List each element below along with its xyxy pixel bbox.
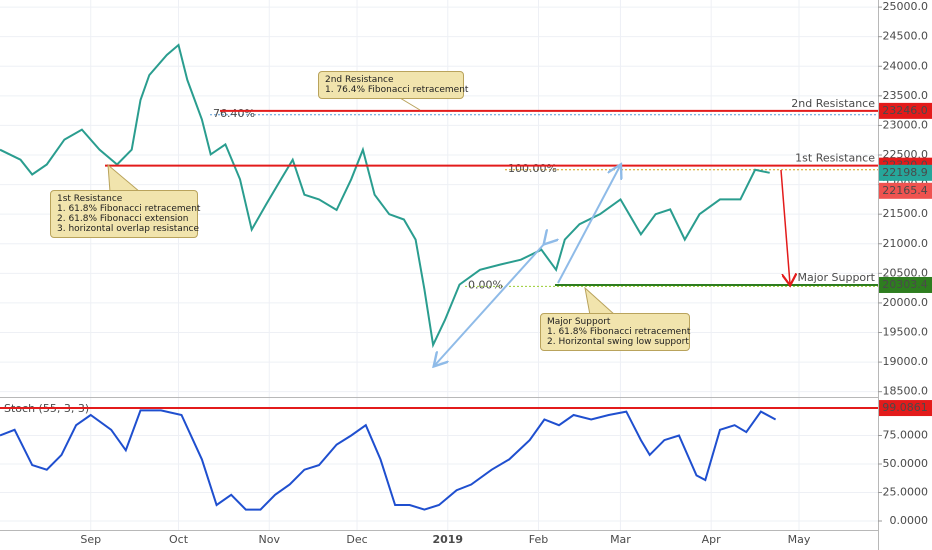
- y-tick-label: 23500.0: [883, 89, 929, 102]
- y-tick-label: 18500.0: [883, 385, 929, 398]
- price-tag-label: 99.0861: [882, 401, 928, 414]
- annotation: Major Support 1. 61.8% Fibonacci retrace…: [540, 313, 690, 351]
- y-tick-label: 21500.0: [883, 207, 929, 220]
- y-tick-label: 20500.0: [883, 266, 929, 279]
- y-tick-label: 23000.0: [883, 118, 929, 131]
- price-tag: [879, 276, 932, 293]
- fib-label: 100.00%: [508, 162, 557, 175]
- price-tag: [879, 400, 932, 417]
- price-tag-label: 20303.4: [882, 278, 928, 291]
- annotation-title: 2nd Resistance: [325, 75, 394, 85]
- wave-arrow: [557, 166, 620, 284]
- y-tick-label: 21000.0: [883, 237, 929, 250]
- y-tick-label: 0.0000: [890, 514, 929, 527]
- y-tick-label: 20000.0: [883, 296, 929, 309]
- price-tag: [879, 182, 932, 199]
- price-tag-label: 22165.4: [882, 184, 928, 197]
- y-tick-label: 25.0000: [883, 485, 929, 498]
- x-tick-label: Dec: [346, 533, 367, 546]
- series-line: [0, 409, 777, 511]
- annotation-title: 1st Resistance: [57, 194, 123, 204]
- x-tick-label: May: [788, 533, 811, 546]
- annotation-line: 1. 61.8% Fibonacci retracement: [57, 204, 201, 214]
- y-tick-label: 75.0000: [883, 429, 929, 442]
- note-pointer: [584, 286, 616, 316]
- annotation: 2nd Resistance 1. 76.4% Fibonacci retrac…: [318, 71, 469, 99]
- level-label: 2nd Resistance: [791, 97, 875, 110]
- y-tick-label: 24000.0: [883, 59, 929, 72]
- fib-label: 0.00%: [468, 278, 503, 291]
- price-tag-label: 23246.0: [882, 104, 928, 117]
- level-label: Major Support: [797, 271, 875, 284]
- annotation-line: 3. horizontal overlap resistance: [57, 224, 200, 234]
- series-line: [0, 43, 770, 349]
- x-tick-label: Apr: [702, 533, 722, 546]
- x-tick-label: Sep: [80, 533, 101, 546]
- price-tag: [879, 102, 932, 119]
- fib-label: 76.40%: [213, 107, 255, 120]
- x-tick-label: Nov: [259, 533, 281, 546]
- annotation-title: Major Support: [547, 317, 611, 327]
- x-tick-label: Feb: [529, 533, 548, 546]
- y-tick-label: 19500.0: [883, 326, 929, 339]
- note-pointer: [392, 97, 421, 111]
- price-tag-label: 22198.9: [882, 166, 928, 179]
- y-tick-label: 19000.0: [883, 355, 929, 368]
- x-tick-label: 2019: [432, 533, 463, 546]
- annotation-line: 1. 76.4% Fibonacci retracement: [325, 85, 469, 95]
- y-tick-label: 50.0000: [883, 457, 929, 470]
- y-tick-label: 24500.0: [883, 30, 929, 43]
- price-tag: [879, 164, 932, 181]
- x-tick-label: Mar: [610, 533, 631, 546]
- level-label: 1st Resistance: [795, 152, 875, 165]
- wave-arrow: [435, 243, 545, 365]
- annotation-line: 1. 61.8% Fibonacci retracement: [547, 327, 691, 337]
- x-tick-label: Oct: [169, 533, 189, 546]
- annotation-line: 2. 61.8% Fibonacci extension: [57, 214, 189, 224]
- forecast-arrow: [780, 169, 790, 284]
- note-pointer: [107, 163, 141, 193]
- annotation-line: 2. Horizontal swing low support: [547, 337, 689, 347]
- y-tick-label: 25000.0: [883, 0, 929, 13]
- annotation: 1st Resistance 1. 61.8% Fibonacci retrac…: [50, 190, 201, 238]
